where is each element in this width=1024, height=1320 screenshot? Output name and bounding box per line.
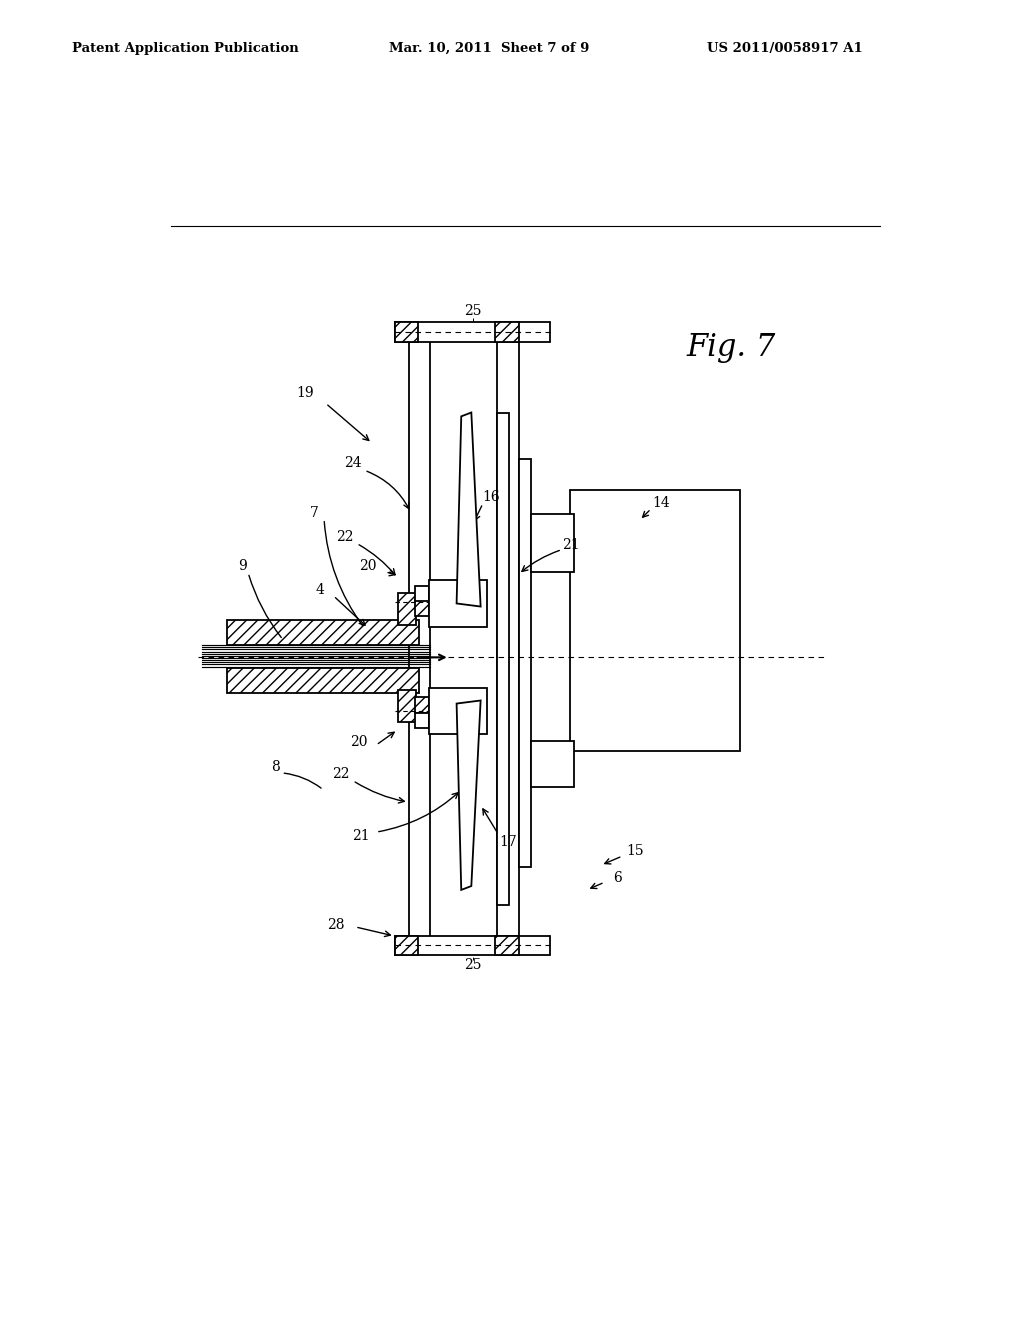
Text: 8: 8 [271,760,280,774]
Text: 14: 14 [652,496,670,511]
Bar [415,601,429,615]
Text: 25: 25 [464,304,481,318]
Bar [569,490,740,751]
Bar [394,322,550,342]
Text: 28: 28 [327,917,344,932]
Text: Fig. 7: Fig. 7 [686,331,775,363]
Text: 6: 6 [613,871,623,886]
Text: Mar. 10, 2011  Sheet 7 of 9: Mar. 10, 2011 Sheet 7 of 9 [389,42,590,55]
Polygon shape [457,701,480,890]
Bar [531,742,573,788]
Text: 19: 19 [296,387,313,400]
Text: 16: 16 [482,490,500,504]
Bar [415,713,429,729]
Text: 7: 7 [309,506,318,520]
Bar [531,515,573,572]
Polygon shape [457,412,480,607]
Bar [429,581,486,627]
Bar [394,322,418,342]
Text: 25: 25 [464,958,481,973]
Bar [518,459,531,867]
Text: US 2011/0058917 A1: US 2011/0058917 A1 [707,42,862,55]
Text: 9: 9 [239,560,247,573]
Bar [409,330,430,945]
Bar [415,586,429,601]
Bar [394,936,418,956]
Text: 21: 21 [562,539,581,552]
Bar [397,689,417,722]
Text: 17: 17 [499,836,517,849]
Text: 20: 20 [359,560,377,573]
Text: 4: 4 [315,582,325,597]
Text: Patent Application Publication: Patent Application Publication [72,42,298,55]
Bar [429,688,486,734]
Bar [496,936,518,956]
Text: 15: 15 [627,845,644,858]
Text: 20: 20 [350,735,368,748]
Bar [227,620,420,645]
Text: 22: 22 [333,767,350,781]
Text: 24: 24 [344,455,361,470]
Bar [397,593,417,626]
Bar [394,936,550,956]
Bar [497,412,509,906]
Text: 22: 22 [336,531,353,544]
Bar [496,322,518,342]
Bar [415,697,429,713]
Bar [497,330,518,945]
Text: 21: 21 [351,829,370,843]
Bar [227,668,420,693]
